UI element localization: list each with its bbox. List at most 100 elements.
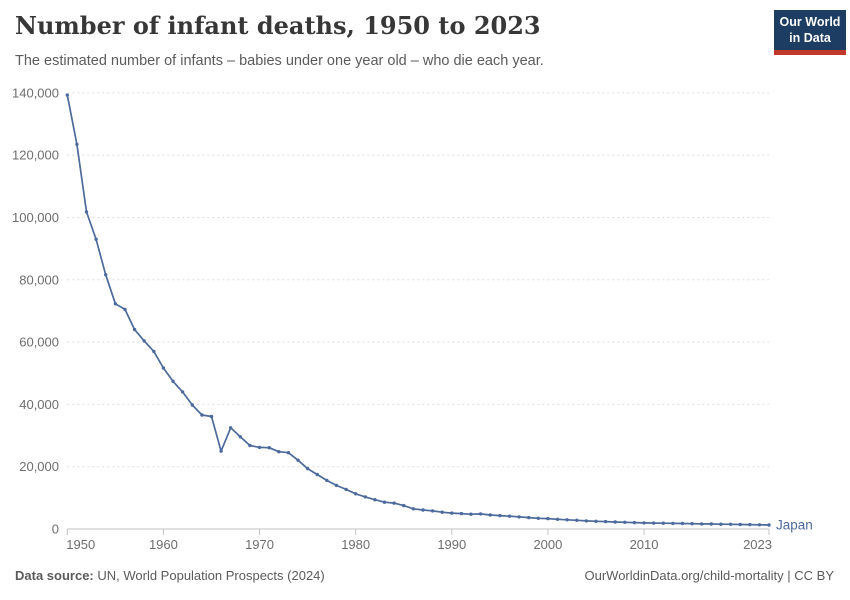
data-point-japan-1990 [450,511,454,515]
data-point-japan-1980 [354,492,358,496]
data-point-japan-1957 [132,327,137,332]
y-axis-tick-label: 20,000 [19,459,59,474]
data-point-japan-1976 [315,472,319,477]
y-axis-tick-label: 100,000 [12,210,59,225]
credit-link[interactable]: OurWorldinData.org/child-mortality | CC … [584,568,835,583]
data-source-label: Data source: [15,568,94,583]
owid-logo-line2: in Data [789,31,831,46]
data-point-japan-2017 [709,522,713,526]
data-point-japan-1952 [84,210,89,214]
data-point-japan-1999 [536,516,540,520]
data-point-japan-2018 [719,522,723,526]
data-point-japan-1962 [180,390,185,394]
data-point-japan-1969 [248,443,252,448]
data-point-japan-1956 [123,307,127,312]
data-point-japan-2023 [767,523,771,527]
data-point-japan-1995 [498,513,502,518]
y-axis-tick-label: 140,000 [12,85,59,100]
data-point-japan-2016 [700,522,704,526]
x-axis-tick-label: 1980 [341,537,370,552]
data-point-japan-1987 [421,508,425,512]
owid-logo: Our World in Data [774,10,846,55]
data-point-japan-1973 [286,451,291,455]
data-point-japan-1958 [142,339,146,343]
data-point-japan-1955 [113,302,118,306]
data-point-japan-1983 [382,500,387,504]
data-point-japan-1978 [334,483,339,488]
data-point-japan-2021 [748,522,752,527]
data-point-japan-2015 [690,522,694,526]
data-point-japan-1960 [161,366,166,370]
data-point-japan-1963 [190,403,194,407]
data-point-japan-2004 [584,519,589,523]
data-point-japan-2011 [652,521,656,525]
data-source-text: UN, World Population Prospects (2024) [93,568,325,583]
data-point-japan-2003 [575,518,579,522]
data-point-japan-2012 [661,521,665,525]
y-axis-tick-label: 40,000 [19,397,59,412]
data-point-japan-1997 [517,515,521,519]
owid-logo-line1: Our World [779,15,841,29]
owid-logo-text: Our World in Data [774,10,846,50]
chart-subtitle: The estimated number of infants – babies… [15,53,544,69]
data-point-japan-2001 [555,517,560,521]
data-point-japan-1964 [200,413,204,417]
data-point-japan-1950 [65,93,70,97]
data-point-japan-1998 [527,515,531,520]
y-axis-tick-label: 60,000 [19,335,59,350]
data-point-japan-2009 [632,520,637,525]
data-point-japan-1968 [238,435,242,439]
data-point-japan-1991 [459,511,464,516]
chart-footer: Data source: UN, World Population Prospe… [15,568,834,583]
data-point-japan-1966 [219,449,223,453]
data-point-japan-2005 [594,519,598,523]
data-point-japan-1988 [430,509,435,513]
x-axis-tick-label: 1970 [245,537,274,552]
data-point-japan-1986 [411,507,415,511]
data-point-japan-1994 [488,513,492,517]
data-point-japan-1989 [440,510,444,514]
data-point-japan-1965 [209,414,214,419]
data-point-japan-1981 [363,495,367,499]
data-point-japan-1967 [229,426,233,430]
data-point-japan-1951 [75,142,79,146]
data-point-japan-1992 [469,512,473,516]
series-label-japan[interactable]: Japan [776,517,813,532]
y-axis-tick-label: 0 [52,522,59,537]
data-point-japan-1974 [296,458,300,462]
y-axis-tick-label: 120,000 [12,148,59,163]
data-point-japan-1984 [392,501,396,505]
page-title: Number of infant deaths, 1950 to 2023 [15,11,541,40]
data-point-japan-1971 [267,446,271,450]
data-point-japan-1979 [344,487,348,492]
data-point-japan-1993 [478,512,483,516]
data-point-japan-1959 [152,349,156,354]
x-axis-tick-label: 1990 [437,537,466,552]
data-point-japan-2013 [671,521,675,526]
series-line-japan [66,94,770,526]
data-source-note: Data source: UN, World Population Prospe… [15,568,325,583]
data-point-japan-1985 [402,503,406,508]
data-point-japan-2020 [738,522,742,527]
data-point-japan-1961 [171,379,175,383]
data-point-japan-2007 [613,520,617,524]
data-point-japan-2022 [757,523,762,527]
data-point-japan-2006 [603,519,608,524]
x-axis-tick-label: 1960 [149,537,178,552]
data-point-japan-2019 [728,522,733,526]
x-axis-tick-label: 2000 [533,537,562,552]
y-axis-tick-label: 80,000 [19,272,59,287]
x-axis-tick-label: 2010 [630,537,659,552]
data-point-japan-1982 [373,498,377,502]
data-point-japan-1975 [305,466,310,471]
data-point-japan-2008 [623,520,627,524]
owid-logo-red-bar [774,49,846,55]
data-point-japan-2010 [642,521,646,525]
data-point-japan-1953 [94,237,98,241]
data-point-japan-1977 [325,478,329,483]
x-axis-tick-label: 2023 [743,537,772,552]
data-point-japan-1972 [277,450,281,454]
data-point-japan-2014 [680,521,685,526]
data-point-japan-2002 [565,518,569,522]
